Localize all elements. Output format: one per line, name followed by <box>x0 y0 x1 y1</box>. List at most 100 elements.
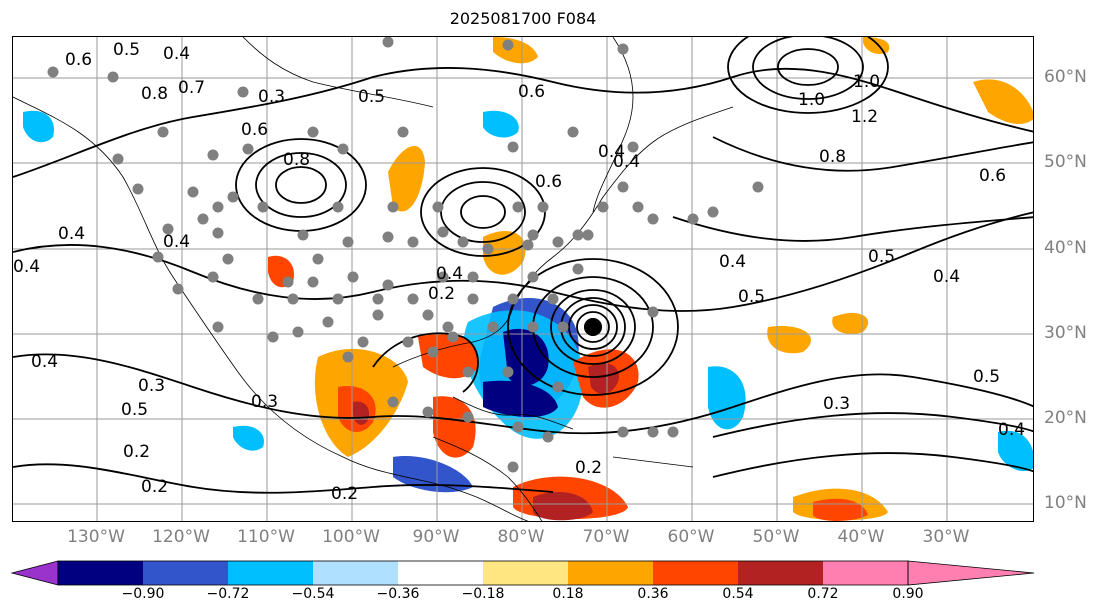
contour-label: 0.4 <box>719 252 746 272</box>
lon-label: 80°W <box>497 527 545 547</box>
contour-label: 0.5 <box>738 287 765 307</box>
contour-label: 0.5 <box>113 40 140 60</box>
lat-label: 20°N <box>1044 408 1087 428</box>
station-dot <box>227 191 239 203</box>
station-dot <box>437 271 449 283</box>
contour-label: 0.7 <box>178 78 205 98</box>
storm-center-marker <box>584 318 602 336</box>
station-dot <box>502 39 514 51</box>
station-dot <box>507 293 519 305</box>
station-dot <box>332 293 344 305</box>
lat-label: 50°N <box>1044 152 1087 172</box>
colorbar-segment <box>58 561 143 585</box>
station-dot <box>667 426 679 438</box>
lat-label: 10°N <box>1044 493 1087 513</box>
station-dot <box>512 421 524 433</box>
station-dot <box>617 426 629 438</box>
contour-label: 0.3 <box>251 392 278 412</box>
station-dot <box>307 126 319 138</box>
station-dot <box>242 143 254 155</box>
lat-label: 30°N <box>1044 323 1087 343</box>
lon-label: 100°W <box>322 527 380 547</box>
lon-label: 30°W <box>922 527 970 547</box>
station-dot <box>347 271 359 283</box>
contour-label: 0.2 <box>123 442 150 462</box>
station-dot <box>112 153 124 165</box>
station-dot <box>157 126 169 138</box>
coastlines <box>13 37 734 521</box>
station-dot <box>372 309 384 321</box>
station-dot <box>502 366 514 378</box>
map-canvas: 0.6 0.5 0.4 0.8 0.7 0.6 0.3 0.8 1.0 0.6 … <box>13 37 1033 521</box>
station-dot <box>687 213 699 225</box>
contour-label: 0.2 <box>331 484 358 504</box>
station-dot <box>527 271 539 283</box>
colorbar-segment <box>398 561 483 585</box>
station-dot <box>752 181 764 193</box>
lon-label: 50°W <box>752 527 800 547</box>
station-dot <box>337 143 349 155</box>
station-dot <box>422 406 434 418</box>
station-dot <box>212 321 224 333</box>
station-dot <box>342 236 354 248</box>
colorbar-segment <box>483 561 568 585</box>
station-dot <box>172 283 184 295</box>
station-dot <box>287 293 299 305</box>
contour-label: 0.4 <box>163 44 190 64</box>
station-dot <box>382 279 394 291</box>
station-dot <box>707 206 719 218</box>
station-dot <box>332 201 344 213</box>
station-dot <box>407 293 419 305</box>
station-dot <box>297 229 309 241</box>
station-dot <box>397 126 409 138</box>
contour-label: 0.6 <box>241 120 268 140</box>
colorbar-segment <box>568 561 653 585</box>
contour-label: 0.8 <box>141 84 168 104</box>
station-dot <box>282 276 294 288</box>
station-dot <box>292 326 304 338</box>
station-dot <box>527 321 539 333</box>
station-dot <box>212 201 224 213</box>
lon-label: 120°W <box>152 527 210 547</box>
station-dot <box>432 201 444 213</box>
station-dots <box>47 37 764 473</box>
contour-label: 0.4 <box>13 257 40 277</box>
lon-label: 40°W <box>837 527 885 547</box>
contour-label: 0.4 <box>998 420 1025 440</box>
contour-label: 0.6 <box>535 172 562 192</box>
contour-label: 0.4 <box>598 142 625 162</box>
station-dot <box>212 227 224 239</box>
station-dot <box>222 253 234 265</box>
colorbar-segment <box>228 561 313 585</box>
station-dot <box>617 181 629 193</box>
station-dot <box>447 331 459 343</box>
station-dot <box>187 186 199 198</box>
colorbar-tick-label: −0.54 <box>291 586 335 602</box>
station-dot <box>617 43 629 55</box>
figure-title: 2025081700 F084 <box>449 9 597 28</box>
colorbar-tick-label: −0.90 <box>121 586 165 602</box>
colorbar-segment <box>313 561 398 585</box>
station-dot <box>462 366 474 378</box>
contour-label: 1.0 <box>853 72 880 92</box>
station-dot <box>162 223 174 235</box>
contour-label: 0.8 <box>283 150 310 170</box>
station-dot <box>582 229 594 241</box>
station-dot <box>107 71 119 83</box>
station-dot <box>467 293 479 305</box>
lon-label: 60°W <box>667 527 715 547</box>
station-dot <box>382 37 394 48</box>
station-dot <box>507 141 519 153</box>
contour-label: 0.5 <box>121 400 148 420</box>
station-dot <box>647 426 659 438</box>
station-dot <box>522 239 534 251</box>
colorbar-tick-label: 0.72 <box>807 586 839 602</box>
lon-label: 90°W <box>412 527 460 547</box>
station-dot <box>387 396 399 408</box>
map-panel[interactable]: 0.6 0.5 0.4 0.8 0.7 0.6 0.3 0.8 1.0 0.6 … <box>12 36 1034 522</box>
contour-label: 0.4 <box>436 264 463 284</box>
station-dot <box>462 411 474 423</box>
station-dot <box>257 201 269 213</box>
station-dot <box>207 271 219 283</box>
contour-label: 0.4 <box>58 224 85 244</box>
